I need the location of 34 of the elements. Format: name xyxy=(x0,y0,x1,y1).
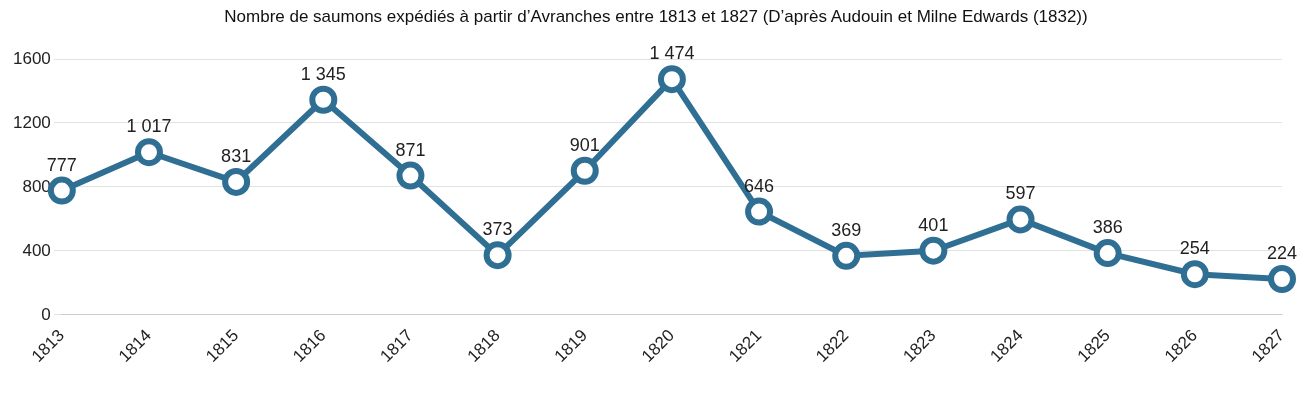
data-label: 386 xyxy=(1092,217,1123,238)
data-label: 871 xyxy=(395,139,426,160)
point xyxy=(134,138,163,167)
point xyxy=(1180,260,1209,289)
data-label: 646 xyxy=(744,175,775,196)
chart-title: Nombre de saumons expédiés à partir d’Avranches entre 1813 et 1827 (D’après Audouin et Milne Edwards (1832)) xyxy=(223,6,1089,28)
point xyxy=(222,167,251,196)
point xyxy=(919,236,948,265)
data-label: 369 xyxy=(831,219,862,240)
data-label: 597 xyxy=(1005,183,1036,204)
data-label: 831 xyxy=(221,145,252,166)
point xyxy=(396,161,425,190)
data-label: 373 xyxy=(482,219,513,240)
data-label: 1 345 xyxy=(300,63,346,84)
point xyxy=(657,65,686,94)
point xyxy=(570,156,599,185)
point xyxy=(309,85,338,114)
point xyxy=(1093,239,1122,268)
data-label: 401 xyxy=(918,214,949,235)
point xyxy=(1006,205,1035,234)
data-label: 901 xyxy=(569,134,600,155)
data-label: 254 xyxy=(1179,238,1210,259)
y-tick-label: 400 xyxy=(22,240,51,260)
point xyxy=(1268,265,1296,294)
y-tick-label: 1600 xyxy=(12,48,51,68)
point xyxy=(832,241,861,270)
data-label: 224 xyxy=(1266,242,1298,263)
data-label: 777 xyxy=(46,154,77,175)
y-tick-label: 0 xyxy=(41,304,51,324)
y-tick-label: 1200 xyxy=(12,112,51,132)
point xyxy=(483,241,512,270)
data-label: 1 474 xyxy=(649,43,695,64)
data-label: 1 017 xyxy=(126,116,172,137)
point xyxy=(745,197,774,226)
